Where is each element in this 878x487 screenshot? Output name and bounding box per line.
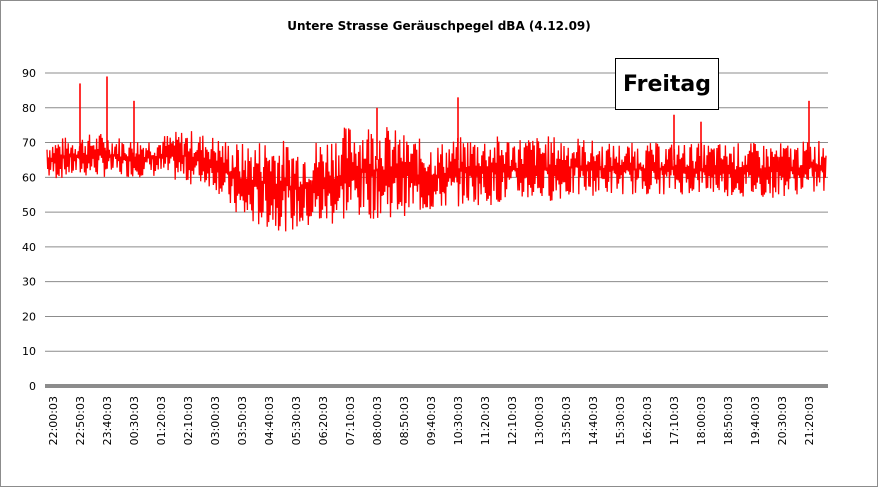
y-tick-label: 70 xyxy=(22,137,36,150)
x-tick-label: 00:30:03 xyxy=(128,396,141,445)
x-tick-label: 21:20:03 xyxy=(803,396,816,445)
y-tick-label: 10 xyxy=(22,345,36,358)
x-tick-label: 13:00:03 xyxy=(533,396,546,445)
x-tick-label: 11:20:03 xyxy=(479,396,492,445)
y-tick-label: 90 xyxy=(22,67,36,80)
x-tick-label: 18:00:03 xyxy=(695,396,708,445)
y-tick-label: 0 xyxy=(29,380,36,393)
x-tick-label: 10:30:03 xyxy=(452,396,465,445)
x-tick-label: 17:10:03 xyxy=(668,396,681,445)
x-tick-label: 20:30:03 xyxy=(776,396,789,445)
x-tick-label: 06:20:03 xyxy=(317,396,330,445)
x-tick-label: 03:50:03 xyxy=(236,396,249,445)
series-layer xyxy=(46,76,827,232)
x-tick-label: 05:30:03 xyxy=(290,396,303,445)
y-tick-label: 40 xyxy=(22,241,36,254)
y-tick-label: 20 xyxy=(22,310,36,323)
x-tick-label: 04:40:03 xyxy=(263,396,276,445)
x-axis-line xyxy=(45,384,828,388)
y-tick-label: 80 xyxy=(22,102,36,115)
x-tick-label: 07:10:03 xyxy=(344,396,357,445)
x-tick-label: 09:40:03 xyxy=(425,396,438,445)
x-tick-label: 18:50:03 xyxy=(722,396,735,445)
x-tick-label: 03:00:03 xyxy=(209,396,222,445)
x-tick-label: 22:50:03 xyxy=(74,396,87,445)
x-tick-label: 16:20:03 xyxy=(641,396,654,445)
x-tick-label: 22:00:03 xyxy=(47,396,60,445)
x-tick-label: 14:40:03 xyxy=(587,396,600,445)
x-tick-label: 19:40:03 xyxy=(749,396,762,445)
grid-lines xyxy=(45,72,828,352)
x-tick-label: 12:10:03 xyxy=(506,396,519,445)
x-tick-label: 08:50:03 xyxy=(398,396,411,445)
chart-title: Untere Strasse Geräuschpegel dBA (4.12.0… xyxy=(287,19,591,33)
x-tick-label: 02:10:03 xyxy=(182,396,195,445)
x-tick-label: 15:30:03 xyxy=(614,396,627,445)
y-tick-label: 50 xyxy=(22,206,36,219)
x-tick-label: 01:20:03 xyxy=(155,396,168,445)
x-axis-labels: 22:00:03 22:50:03 23:40:03 00:30:03 01:20:03… xyxy=(47,396,816,445)
y-tick-label: 30 xyxy=(22,276,36,289)
x-tick-label: 08:00:03 xyxy=(371,396,384,445)
y-tick-label: 60 xyxy=(22,171,36,184)
series-line xyxy=(46,127,827,232)
y-axis-labels: 0 10 20 30 40 50 60 70 80 90 xyxy=(22,67,36,393)
x-tick-label: 13:50:03 xyxy=(560,396,573,445)
x-tick-label: 23:40:03 xyxy=(101,396,114,445)
annotation-freitag: Freitag xyxy=(615,58,719,110)
